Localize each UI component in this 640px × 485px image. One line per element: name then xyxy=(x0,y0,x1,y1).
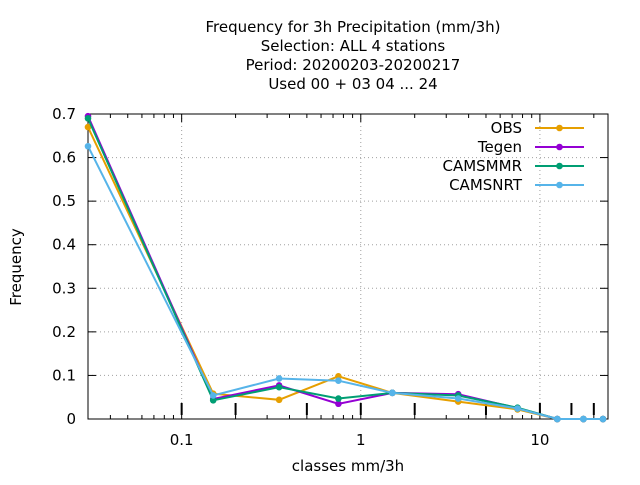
legend-swatch-marker xyxy=(556,124,563,132)
series-camsmmr xyxy=(84,115,607,423)
x-tick-label: 0.1 xyxy=(170,431,194,449)
legend-item-camsmmr: CAMSMMR xyxy=(442,157,584,175)
data-point xyxy=(335,395,342,402)
data-point xyxy=(84,115,92,122)
title-line-3: Period: 20200203-20200217 xyxy=(246,56,461,74)
series-line xyxy=(87,117,603,420)
data-point xyxy=(209,392,217,399)
x-axis-label: classes mm/3h xyxy=(292,457,404,475)
title-line-4: Used 00 + 03 04 ... 24 xyxy=(268,75,437,93)
legend-swatch-marker xyxy=(556,162,563,170)
y-tick-label: 0.6 xyxy=(52,149,76,167)
data-point xyxy=(275,396,283,404)
x-tick-label: 1 xyxy=(356,431,366,449)
x-tick-label: 10 xyxy=(530,431,549,449)
data-series xyxy=(84,112,607,423)
legend-label: CAMSMMR xyxy=(442,157,522,175)
legend-swatch-marker xyxy=(556,181,563,189)
series-line xyxy=(87,145,603,420)
y-axis-label: Frequency xyxy=(7,228,25,306)
y-tick-label: 0.4 xyxy=(52,236,76,254)
legend-label: Tegen xyxy=(477,138,522,156)
data-point xyxy=(553,415,561,423)
title-line-2: Selection: ALL 4 stations xyxy=(261,37,446,55)
title-line-1: Frequency for 3h Precipitation (mm/3h) xyxy=(205,18,500,36)
data-point xyxy=(84,142,92,150)
y-tick-label: 0.1 xyxy=(52,366,76,384)
data-point xyxy=(335,400,342,408)
axes: 0 0.1 0.2 0.3 0.4 0.5 0.6 0.7 0.1 1 10 xyxy=(52,105,609,449)
data-point xyxy=(454,395,462,402)
series-line xyxy=(87,126,603,420)
y-tick-label: 0 xyxy=(66,410,76,428)
series-line xyxy=(87,115,603,420)
data-point xyxy=(389,389,396,397)
data-point xyxy=(580,415,587,423)
plot-frame xyxy=(87,113,609,420)
y-tick-label: 0.3 xyxy=(52,279,76,297)
data-point xyxy=(599,415,607,423)
data-point xyxy=(275,383,283,391)
legend-item-obs: OBS xyxy=(491,119,584,137)
series-camsnrt xyxy=(84,142,607,423)
legend-label: OBS xyxy=(491,119,522,137)
data-point xyxy=(84,123,92,131)
y-tick-label: 0.5 xyxy=(52,192,76,210)
chart-title: Frequency for 3h Precipitation (mm/3h) S… xyxy=(205,18,500,93)
data-point xyxy=(514,405,521,412)
legend-item-tegen: Tegen xyxy=(477,138,584,156)
series-obs xyxy=(84,123,607,423)
data-point xyxy=(335,377,342,384)
legend-label: CAMSNRT xyxy=(449,176,523,194)
legend-item-camsnrt: CAMSNRT xyxy=(449,176,584,194)
legend-swatch-marker xyxy=(556,143,563,151)
y-tick-label: 0.2 xyxy=(52,323,76,341)
y-tick-label: 0.7 xyxy=(52,105,76,123)
grid-lines xyxy=(88,113,608,419)
data-point xyxy=(209,396,217,404)
data-point xyxy=(275,375,283,382)
